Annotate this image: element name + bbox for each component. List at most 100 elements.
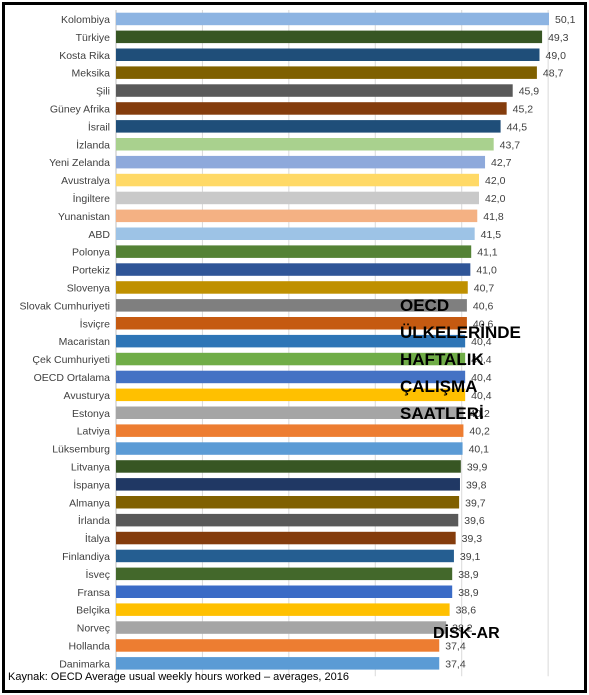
bar <box>116 227 475 240</box>
value-label: 41,8 <box>483 211 504 223</box>
category-label: Fransa <box>77 587 110 599</box>
category-label: Avustralya <box>61 175 110 187</box>
bar <box>116 299 467 312</box>
value-label: 41,5 <box>481 229 502 241</box>
bar <box>116 603 450 616</box>
value-label: 40,4 <box>471 390 492 402</box>
value-label: 38,9 <box>458 587 479 599</box>
category-label: Güney Afrika <box>50 103 110 115</box>
value-label: 40,2 <box>469 408 490 420</box>
category-label: Meksika <box>71 68 110 80</box>
bar <box>116 442 463 455</box>
bar <box>116 388 466 402</box>
category-label: ABD <box>88 229 110 241</box>
category-label: Belçika <box>76 605 110 617</box>
bar <box>116 513 459 527</box>
bar <box>116 639 440 652</box>
bar <box>116 281 468 294</box>
bar <box>116 460 461 473</box>
bar <box>116 84 513 97</box>
category-label: Norveç <box>77 623 110 635</box>
value-label: 42,0 <box>485 175 506 187</box>
value-label: 40,4 <box>471 354 492 366</box>
value-label: 40,6 <box>473 300 494 312</box>
value-label: 38,2 <box>452 623 473 635</box>
overlay-title: OECD ÜLKELERİNDE HAFTALIK ÇALIŞMA SAATLE… <box>400 296 521 423</box>
category-label: İsveç <box>85 568 110 581</box>
bar <box>116 263 471 276</box>
bar <box>116 406 464 419</box>
bar <box>116 191 479 205</box>
category-label: Kolombiya <box>61 14 110 26</box>
category-label: OECD Ortalama <box>34 372 111 384</box>
value-label: 40,7 <box>474 282 495 294</box>
bar <box>116 66 537 79</box>
value-label: 39,3 <box>462 533 483 545</box>
value-label: 43,7 <box>500 139 521 151</box>
value-label: 49,0 <box>545 50 566 62</box>
brand-label: DİSK-AR <box>433 625 500 642</box>
value-label: 38,9 <box>458 569 479 581</box>
bar <box>116 352 466 366</box>
category-label: Portekiz <box>72 265 110 277</box>
category-label: Almanya <box>69 497 110 509</box>
bar <box>116 138 494 151</box>
value-label: 40,2 <box>469 426 490 438</box>
bar <box>116 567 453 581</box>
category-label: Yunanistan <box>58 211 110 223</box>
value-label: 45,2 <box>513 103 534 115</box>
bar <box>116 155 486 169</box>
bar <box>116 48 540 61</box>
value-label: 44,5 <box>507 121 528 133</box>
source-note: Kaynak: OECD Average usual weekly hours … <box>8 671 349 683</box>
category-label: Avusturya <box>64 390 111 402</box>
category-label: İzlanda <box>76 138 110 151</box>
category-label: Yeni Zelanda <box>49 157 110 169</box>
category-label: Çek Cumhuriyeti <box>32 354 110 366</box>
value-label: 39,7 <box>465 497 486 509</box>
category-label: Şili <box>96 86 110 98</box>
category-label: İspanya <box>73 478 110 491</box>
category-label: Macaristan <box>59 336 111 348</box>
value-label: 39,9 <box>467 461 488 473</box>
category-label: Polonya <box>72 247 110 259</box>
bar <box>116 549 454 563</box>
value-label: 45,9 <box>519 86 540 98</box>
bar <box>116 102 507 115</box>
bar <box>116 209 478 223</box>
category-label: Danimarka <box>59 658 110 670</box>
value-label: 41,0 <box>476 265 497 277</box>
bar <box>116 30 543 44</box>
value-label: 40,6 <box>473 318 494 330</box>
bar <box>116 657 440 670</box>
category-label: İsrail <box>88 120 110 133</box>
value-label: 38,6 <box>456 605 477 617</box>
category-label: Lüksemburg <box>52 444 110 456</box>
value-label: 48,7 <box>543 68 564 80</box>
bar <box>116 621 447 634</box>
value-label: 40,1 <box>469 444 490 456</box>
category-label: Hollanda <box>69 640 111 652</box>
category-label: Estonya <box>72 408 110 420</box>
value-label: 37,4 <box>445 640 466 652</box>
category-label: Slovak Cumhuriyeti <box>20 300 110 312</box>
value-label: 40,4 <box>471 372 492 384</box>
category-label: Litvanya <box>71 461 110 473</box>
value-label: 39,8 <box>466 479 487 491</box>
bar <box>116 478 460 491</box>
category-label: İngiltere <box>73 192 111 205</box>
value-label: 37,4 <box>445 658 466 670</box>
category-label: Türkiye <box>76 32 111 44</box>
value-label: 42,7 <box>491 157 512 169</box>
value-label: 39,1 <box>460 551 481 563</box>
value-label: 39,6 <box>464 515 485 527</box>
value-label: 40,4 <box>471 336 492 348</box>
category-label: Finlandiya <box>62 551 110 563</box>
bar <box>116 334 466 348</box>
value-label: 41,1 <box>477 247 498 259</box>
value-label: 42,0 <box>485 193 506 205</box>
bar <box>116 370 466 384</box>
category-label: Latviya <box>77 426 110 438</box>
bar <box>116 173 479 187</box>
